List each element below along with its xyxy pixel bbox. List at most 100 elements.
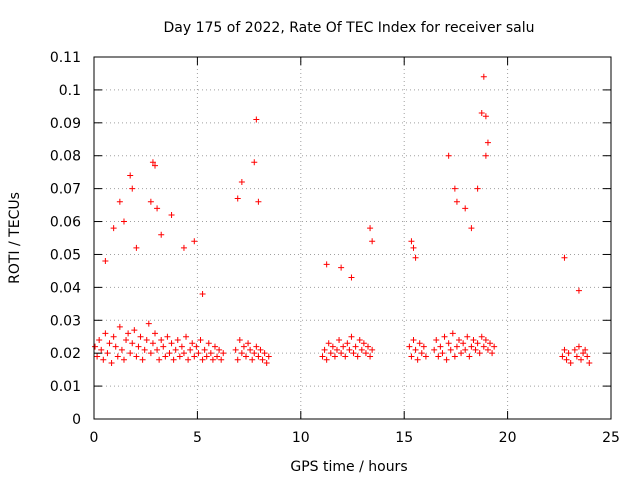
data-point [172, 346, 179, 353]
x-tick-label: 25 [602, 430, 620, 446]
data-point [447, 346, 454, 353]
data-point [489, 350, 496, 357]
data-point [575, 287, 582, 294]
data-point [422, 353, 429, 360]
data-point [482, 152, 489, 159]
data-point [410, 244, 417, 251]
data-point [352, 343, 359, 350]
data-point [189, 340, 196, 347]
data-point [102, 258, 109, 265]
data-point [346, 346, 353, 353]
y-tick-label: 0 [72, 412, 81, 428]
plot-frame [93, 56, 612, 420]
data-point [354, 353, 361, 360]
data-point [108, 360, 115, 367]
data-point [180, 244, 187, 251]
data-point [110, 225, 117, 232]
x-tick-labels: 0 5 10 15 20 25 [90, 430, 620, 446]
x-tick-label: 20 [499, 430, 517, 446]
data-point [321, 346, 328, 353]
data-point [193, 343, 200, 350]
data-point [96, 337, 103, 344]
y-tick-label: 0.06 [50, 215, 81, 231]
data-point [336, 337, 343, 344]
y-tick-label: 0.08 [50, 149, 81, 165]
data-point [245, 340, 252, 347]
data-point [174, 337, 181, 344]
data-point [158, 337, 165, 344]
data-point [578, 356, 585, 363]
data-point [453, 343, 460, 350]
data-point [251, 159, 258, 166]
data-point [350, 350, 357, 357]
data-point [408, 353, 415, 360]
data-point [211, 343, 218, 350]
data-point [203, 353, 210, 360]
data-point [234, 356, 241, 363]
y-tick-label: 0.02 [50, 346, 81, 362]
data-point [133, 353, 140, 360]
data-point [162, 353, 169, 360]
x-tick-label: 15 [395, 430, 413, 446]
data-point [561, 254, 568, 261]
data-point [125, 330, 132, 337]
y-tick-label: 0.03 [50, 313, 81, 329]
data-point [255, 353, 262, 360]
data-point [98, 346, 105, 353]
data-point [565, 350, 572, 357]
y-tick-label: 0.01 [50, 379, 81, 395]
data-point [468, 343, 475, 350]
data-point [561, 346, 568, 353]
data-point [418, 350, 425, 357]
data-point [154, 346, 161, 353]
data-point [220, 350, 227, 357]
data-point [456, 337, 463, 344]
data-point [249, 356, 256, 363]
data-point [559, 353, 566, 360]
data-point [255, 198, 262, 205]
data-point [207, 350, 214, 357]
data-point [160, 343, 167, 350]
grid-lines [94, 57, 611, 419]
data-point [120, 218, 127, 225]
data-point [176, 353, 183, 360]
data-point [338, 350, 345, 357]
data-point [147, 350, 154, 357]
data-point [253, 116, 260, 123]
data-point [420, 343, 427, 350]
data-point [567, 360, 574, 367]
data-point [441, 333, 448, 340]
data-point [170, 356, 177, 363]
y-axis-label: ROTI / TECUs [7, 192, 23, 284]
data-point [238, 179, 245, 186]
data-point [216, 346, 223, 353]
data-point [474, 185, 481, 192]
data-point [478, 109, 485, 116]
data-point [218, 356, 225, 363]
axis-ticks [93, 56, 612, 420]
data-point [152, 330, 159, 337]
data-point [408, 238, 415, 245]
y-tick-labels: 0 0.01 0.02 0.03 0.04 0.05 0.06 0.07 0.08 0.09 0.1… [50, 50, 81, 428]
data-point [143, 337, 150, 344]
data-point [116, 198, 123, 205]
data-point [263, 360, 270, 367]
data-point [236, 337, 243, 344]
data-point [242, 353, 249, 360]
data-point [102, 330, 109, 337]
data-point [168, 211, 175, 218]
data-point [338, 264, 345, 271]
data-point [367, 353, 374, 360]
data-point [118, 346, 125, 353]
data-point [431, 346, 438, 353]
data-point [437, 343, 444, 350]
data-point [333, 346, 340, 353]
data-point [474, 340, 481, 347]
y-tick-label: 0.04 [50, 280, 81, 296]
data-point [435, 353, 442, 360]
data-point [201, 346, 208, 353]
data-point [137, 333, 144, 340]
data-point [582, 346, 589, 353]
data-point [472, 346, 479, 353]
